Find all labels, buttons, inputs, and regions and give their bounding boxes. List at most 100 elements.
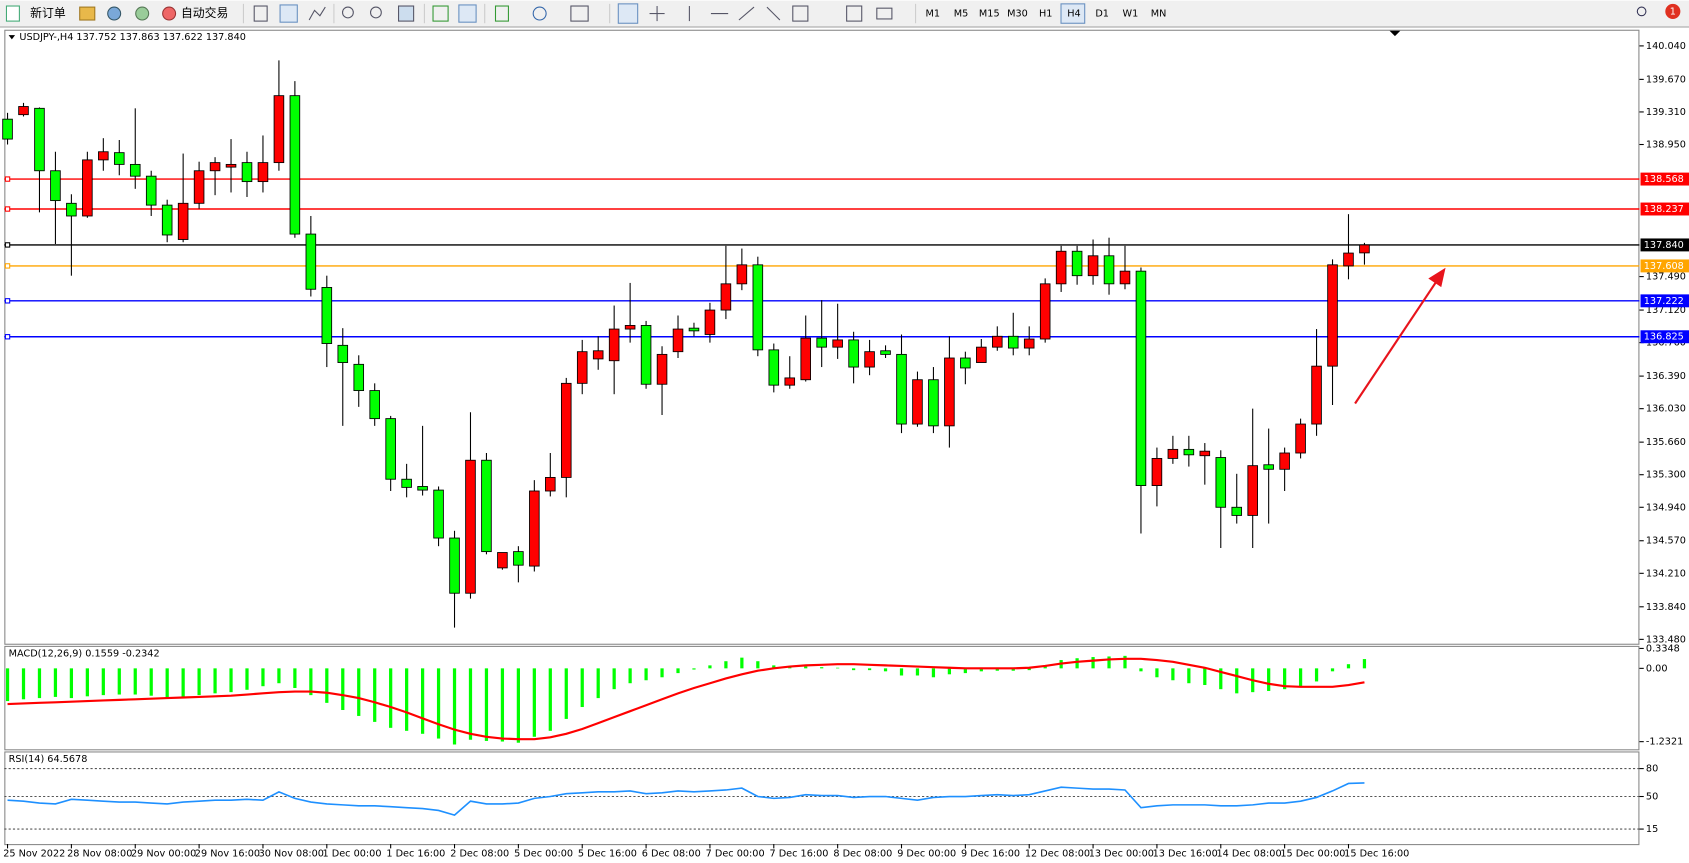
- price-label-box: [1640, 172, 1689, 186]
- macd-bar: [1298, 668, 1303, 687]
- channel-button[interactable]: [792, 5, 809, 22]
- x-tick-label: 9 Dec 16:00: [961, 849, 1020, 860]
- x-tick-label: 6 Dec 08:00: [642, 849, 701, 860]
- fibo-button[interactable]: [766, 6, 781, 21]
- macd-bar: [1235, 668, 1239, 694]
- macd-bar: [548, 668, 552, 731]
- timeframe-button[interactable]: D1: [1095, 9, 1109, 20]
- timeframe-button[interactable]: M1: [926, 9, 941, 20]
- candle-body: [1215, 457, 1227, 508]
- cursor-button[interactable]: [617, 3, 639, 24]
- symbol-menu-arrow[interactable]: [8, 35, 16, 40]
- line-handle: [4, 334, 11, 340]
- candle-body: [34, 107, 45, 172]
- macd-title: MACD(12,26,9) 0.1559 -0.2342: [9, 648, 160, 659]
- candle-body: [1263, 464, 1274, 470]
- y-tick-label: 80: [1646, 764, 1658, 775]
- timeframe-button[interactable]: W1: [1123, 9, 1139, 20]
- candle-body: [1103, 255, 1115, 285]
- zoom-in-button[interactable]: [342, 6, 354, 19]
- macd-bar: [947, 668, 952, 675]
- candle-body: [768, 349, 780, 386]
- search-button[interactable]: [1636, 6, 1647, 17]
- macd-bar: [899, 668, 904, 676]
- trendline-button[interactable]: [738, 6, 755, 21]
- candle-body: [1359, 244, 1370, 254]
- candle-body: [1183, 448, 1195, 456]
- notification-badge[interactable]: [1665, 3, 1681, 19]
- label-button[interactable]: [846, 5, 863, 22]
- x-tick-label: 12 Dec 08:00: [1025, 849, 1090, 860]
- macd-bar: [277, 668, 281, 684]
- price-label-box: [1640, 238, 1689, 252]
- candle-body: [992, 335, 1003, 348]
- candle-body: [465, 459, 476, 594]
- tile-button[interactable]: [398, 5, 415, 22]
- toolbar-icon[interactable]: [135, 6, 150, 21]
- candle-body: [1007, 335, 1019, 349]
- timeframe-button[interactable]: M15: [979, 9, 1000, 20]
- y-tick-label: 135.660: [1646, 437, 1686, 448]
- candle-body: [289, 95, 301, 235]
- candle-body: [1135, 270, 1147, 486]
- macd-bar: [931, 668, 936, 678]
- templates-button[interactable]: [570, 5, 589, 22]
- timeframe-button[interactable]: M30: [1007, 9, 1028, 20]
- bar-chart-button[interactable]: [253, 5, 268, 22]
- new-order-icon[interactable]: [5, 5, 20, 22]
- candle-body: [816, 337, 827, 348]
- candle-body: [1167, 448, 1179, 459]
- periods-button[interactable]: [532, 6, 547, 21]
- candle-body: [1039, 283, 1051, 340]
- toolbar-icon[interactable]: [79, 6, 96, 21]
- macd-bar: [1155, 668, 1159, 678]
- chart-shift-button[interactable]: [458, 4, 477, 23]
- macd-bar: [1314, 668, 1319, 682]
- auto-trading-button[interactable]: 自动交易: [181, 6, 228, 20]
- timeframe-button[interactable]: H4: [1067, 9, 1080, 20]
- auto-trading-icon[interactable]: [162, 6, 177, 21]
- zoom-out-button[interactable]: [370, 6, 382, 19]
- candle-body: [704, 309, 716, 335]
- arrows-button[interactable]: [876, 7, 893, 20]
- macd-bar: [1283, 668, 1287, 690]
- x-tick-label: 28 Nov 08:00: [67, 849, 132, 860]
- candle-body: [1327, 264, 1338, 367]
- new-order-button[interactable]: 新订单: [30, 6, 66, 20]
- candle-body: [560, 382, 572, 478]
- autoscroll-button[interactable]: [432, 5, 449, 22]
- toolbar-icon[interactable]: [107, 6, 122, 21]
- macd-bar: [532, 668, 536, 737]
- timeframe-button[interactable]: M5: [954, 9, 969, 20]
- indicators-button[interactable]: [494, 5, 509, 22]
- candle-body: [800, 337, 812, 381]
- candle-body: [161, 204, 173, 236]
- candle-body: [114, 152, 125, 165]
- candle-body: [656, 353, 668, 385]
- y-tick-label: 134.570: [1646, 536, 1686, 547]
- candle-body: [864, 351, 875, 368]
- macd-panel: [4, 645, 1640, 751]
- x-tick-label: 13 Dec 00:00: [1089, 849, 1154, 860]
- chart-header: USDJPY-,H4 137.752 137.863 137.622 137.8…: [19, 32, 246, 43]
- candle-body: [497, 552, 508, 569]
- annotation-arrow: [1354, 280, 1438, 405]
- plot-layer: 140.040 139.670 139.310 138.950 137.490 137.1…: [2, 41, 1689, 860]
- candle-body: [18, 106, 29, 116]
- chart-shift-marker: [1389, 30, 1401, 37]
- x-tick-label: 7 Dec 00:00: [706, 849, 765, 860]
- candle-body: [529, 490, 540, 567]
- timeframe-button[interactable]: H1: [1039, 9, 1052, 20]
- macd-bar: [245, 668, 249, 690]
- macd-bar: [867, 668, 872, 671]
- macd-bar: [468, 668, 473, 740]
- candle-body: [688, 327, 700, 332]
- y-tick-label: 138.950: [1646, 140, 1686, 151]
- macd-bar: [963, 668, 967, 674]
- timeframe-button[interactable]: MN: [1151, 9, 1167, 20]
- line-chart-button[interactable]: [308, 6, 326, 21]
- macd-bar: [1123, 655, 1127, 669]
- macd-bar: [309, 668, 313, 696]
- macd-bar: [484, 668, 489, 741]
- candle-chart-button[interactable]: [279, 4, 298, 23]
